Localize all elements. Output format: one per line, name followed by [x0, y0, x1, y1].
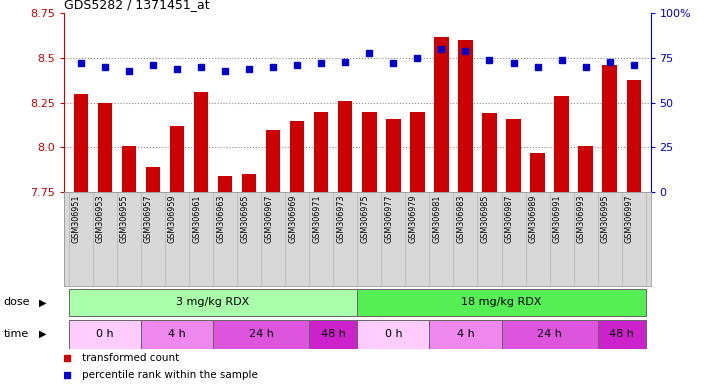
- Bar: [410, 112, 424, 192]
- Bar: [482, 113, 497, 192]
- Bar: [242, 174, 256, 192]
- Bar: [386, 119, 400, 192]
- Text: GSM306961: GSM306961: [192, 195, 201, 243]
- Text: 3 mg/kg RDX: 3 mg/kg RDX: [176, 297, 250, 308]
- Bar: [170, 126, 184, 192]
- Text: GSM306993: GSM306993: [577, 195, 586, 243]
- Text: 48 h: 48 h: [321, 329, 346, 339]
- Text: GSM306979: GSM306979: [408, 195, 417, 243]
- Text: time: time: [4, 329, 29, 339]
- Text: percentile rank within the sample: percentile rank within the sample: [82, 370, 257, 381]
- Bar: [97, 103, 112, 192]
- Text: GSM306953: GSM306953: [96, 195, 105, 243]
- Bar: [602, 65, 617, 192]
- Bar: [218, 176, 232, 192]
- Bar: [555, 96, 569, 192]
- Bar: [626, 79, 641, 192]
- Bar: [362, 112, 377, 192]
- Text: GSM306965: GSM306965: [240, 195, 249, 243]
- Text: GSM306983: GSM306983: [456, 195, 466, 243]
- Bar: [309, 319, 358, 349]
- Text: GSM306995: GSM306995: [601, 195, 610, 243]
- Text: 4 h: 4 h: [168, 329, 186, 339]
- Text: GSM306991: GSM306991: [552, 195, 562, 243]
- Bar: [459, 40, 473, 192]
- Text: GDS5282 / 1371451_at: GDS5282 / 1371451_at: [64, 0, 210, 11]
- Bar: [146, 167, 160, 192]
- Text: GSM306971: GSM306971: [312, 195, 321, 243]
- Bar: [598, 319, 646, 349]
- Bar: [358, 319, 429, 349]
- Bar: [141, 319, 213, 349]
- Bar: [266, 129, 280, 192]
- Bar: [530, 153, 545, 192]
- Bar: [506, 119, 520, 192]
- Text: 18 mg/kg RDX: 18 mg/kg RDX: [461, 297, 542, 308]
- Text: ▶: ▶: [39, 329, 47, 339]
- Text: GSM306985: GSM306985: [481, 195, 489, 243]
- Bar: [429, 319, 501, 349]
- Text: 4 h: 4 h: [456, 329, 474, 339]
- Text: 24 h: 24 h: [537, 329, 562, 339]
- Bar: [314, 112, 328, 192]
- Text: GSM306969: GSM306969: [288, 195, 297, 243]
- Text: 24 h: 24 h: [249, 329, 274, 339]
- Text: 0 h: 0 h: [385, 329, 402, 339]
- Bar: [69, 319, 141, 349]
- Bar: [69, 289, 358, 316]
- Text: GSM306973: GSM306973: [336, 195, 346, 243]
- Text: GSM306963: GSM306963: [216, 195, 225, 243]
- Text: GSM306959: GSM306959: [168, 195, 177, 243]
- Bar: [434, 36, 449, 192]
- Bar: [338, 101, 353, 192]
- Text: dose: dose: [4, 297, 30, 308]
- Text: GSM306987: GSM306987: [505, 195, 513, 243]
- Bar: [122, 146, 136, 192]
- Text: GSM306975: GSM306975: [360, 195, 369, 243]
- Text: GSM306955: GSM306955: [120, 195, 129, 243]
- Text: 0 h: 0 h: [96, 329, 114, 339]
- Bar: [290, 121, 304, 192]
- Text: ▶: ▶: [39, 297, 47, 308]
- Bar: [358, 289, 646, 316]
- Text: transformed count: transformed count: [82, 353, 179, 363]
- Text: GSM306977: GSM306977: [385, 195, 393, 243]
- Bar: [213, 319, 309, 349]
- Text: 48 h: 48 h: [609, 329, 634, 339]
- Text: GSM306981: GSM306981: [432, 195, 442, 243]
- Bar: [74, 94, 88, 192]
- Bar: [579, 146, 593, 192]
- Text: GSM306967: GSM306967: [264, 195, 273, 243]
- Text: GSM306951: GSM306951: [72, 195, 81, 243]
- Bar: [501, 319, 598, 349]
- Text: GSM306997: GSM306997: [625, 195, 634, 243]
- Text: GSM306957: GSM306957: [144, 195, 153, 243]
- Text: GSM306989: GSM306989: [528, 195, 538, 243]
- Bar: [194, 92, 208, 192]
